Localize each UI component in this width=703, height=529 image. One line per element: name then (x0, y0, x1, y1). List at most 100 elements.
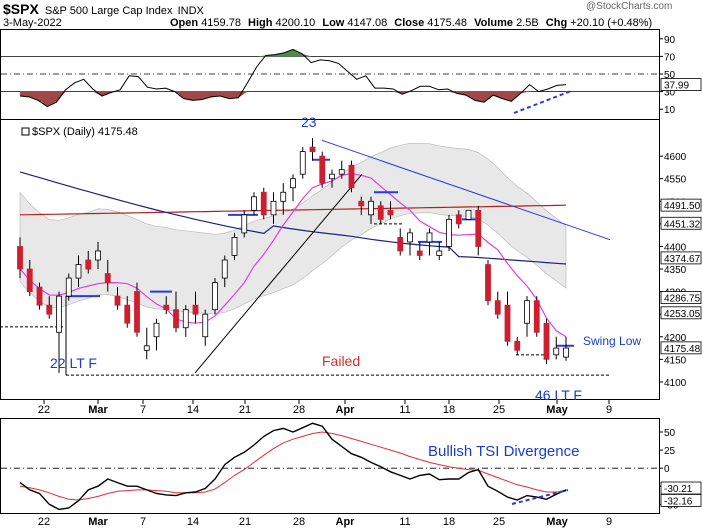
x-tick-label: Mar (88, 404, 108, 416)
price-tick-label: 4100 (664, 378, 687, 389)
candle-body (270, 200, 277, 216)
x-tick-label: 22 (38, 404, 50, 416)
candle-body (17, 246, 23, 270)
candle-body (114, 295, 121, 306)
open-value: 4159.78 (201, 17, 241, 29)
open-label: Open (170, 17, 199, 29)
osc-tick-label: 90 (664, 35, 676, 46)
price-tag-1: 4451.32 (664, 219, 701, 230)
osc-last-value-box (660, 78, 702, 91)
candle-body (46, 304, 53, 315)
candle-body (36, 286, 43, 306)
lt-left-label: 22 LT F (50, 355, 97, 371)
osc-line (19, 48, 567, 108)
candle-body (494, 300, 501, 315)
candle-body (163, 304, 170, 311)
osc-oversold-fill (20, 91, 566, 107)
price-tick-label: 4600 (664, 152, 687, 163)
symbol: $SPX (3, 1, 39, 17)
candle-body (241, 214, 248, 234)
candle-body (524, 300, 530, 324)
candle-body (475, 209, 482, 247)
candle-body (231, 237, 238, 256)
x-tick-label-bottom: 22 (38, 516, 50, 528)
x-tick-label: 25 (493, 404, 505, 416)
candle-body (329, 173, 335, 180)
osc-divergence-line (513, 90, 572, 114)
price-tick-label: 4200 (664, 333, 687, 344)
price-tag-2: 4374.67 (664, 254, 701, 265)
x-tick-label: 7 (140, 404, 146, 416)
price-tag-5: 4175.48 (664, 344, 701, 355)
x-tick-label-bottom: May (546, 516, 568, 528)
oscillator-layer: 10 30 50 70 90 37.99 (1, 35, 702, 116)
candle-body (95, 250, 101, 261)
price-tick-label: 4400 (664, 242, 687, 253)
price-layer: 4100415042004250430043504400445045004550… (0, 138, 702, 528)
candle-body (65, 277, 72, 297)
close-label: Close (394, 17, 425, 29)
candle-body (134, 291, 140, 333)
candle-body (153, 322, 160, 338)
tsi-tick-label: 50 (664, 428, 676, 439)
candle-body (436, 250, 443, 256)
candle-body (358, 200, 365, 207)
candle-body (260, 191, 267, 216)
x-tick-label-bottom: Mar (88, 516, 108, 528)
candle-body (426, 232, 433, 243)
candle-body (563, 347, 569, 358)
candle-body (75, 264, 82, 279)
tsi-signal-last-value: -32.16 (664, 496, 693, 507)
candle-body (251, 196, 257, 211)
chg-value: +20.10 (+0.48%) (570, 17, 653, 29)
tsi-line (19, 422, 567, 511)
candle-body (85, 259, 92, 270)
high-value: 4200.10 (275, 17, 316, 29)
tsi-divergence-line (511, 489, 569, 505)
candle-body (514, 340, 521, 351)
candle-body (143, 345, 150, 351)
tsi-panel (0, 418, 660, 514)
candle-body (192, 304, 199, 315)
candle-body (280, 191, 287, 202)
price-tag-3-box (660, 291, 702, 304)
candle-body (309, 146, 316, 153)
x-tick-label-bottom: 21 (239, 516, 251, 528)
candle-body (465, 209, 472, 220)
high-label: High (248, 17, 273, 29)
candle-body (124, 304, 131, 324)
candle-body (104, 273, 111, 283)
tsi-last-value: -30.21 (664, 484, 693, 495)
peak-label: 23 (301, 114, 317, 130)
ma200-line (19, 204, 567, 216)
candle-body (446, 218, 452, 247)
volume-value: 2.5B (516, 17, 539, 29)
tsi-divergence-label: Bullish TSI Divergence (428, 443, 579, 460)
osc-tick-label: 70 (664, 52, 676, 63)
candle-body (212, 282, 218, 311)
x-tick-label: May (546, 404, 568, 416)
uptrend-line (194, 173, 363, 374)
ma50-line (19, 171, 567, 265)
price-tag-1-box (660, 216, 702, 230)
candle-body (56, 295, 62, 333)
x-tick-label-bottom: 9 (606, 516, 612, 528)
chg-label: Chg (545, 17, 568, 29)
low-value: 4147.08 (347, 17, 388, 29)
candle-body (182, 309, 189, 329)
candle-body (377, 205, 384, 220)
candle-body (338, 169, 345, 175)
price-panel (0, 119, 660, 400)
lt-right-label: 46 LT F (535, 387, 582, 403)
osc-tick-label: 30 (664, 88, 676, 99)
osc-tick-label: 50 (664, 70, 676, 81)
candle-body (455, 214, 462, 225)
price-tag-4: 4253.05 (664, 309, 701, 320)
osc-overbought-fill (20, 49, 566, 57)
legend-swatch (21, 127, 30, 136)
x-tick-label: 14 (187, 404, 199, 416)
osc-last-value: 37.99 (664, 81, 689, 92)
x-tick-label-bottom: 11 (399, 516, 410, 528)
